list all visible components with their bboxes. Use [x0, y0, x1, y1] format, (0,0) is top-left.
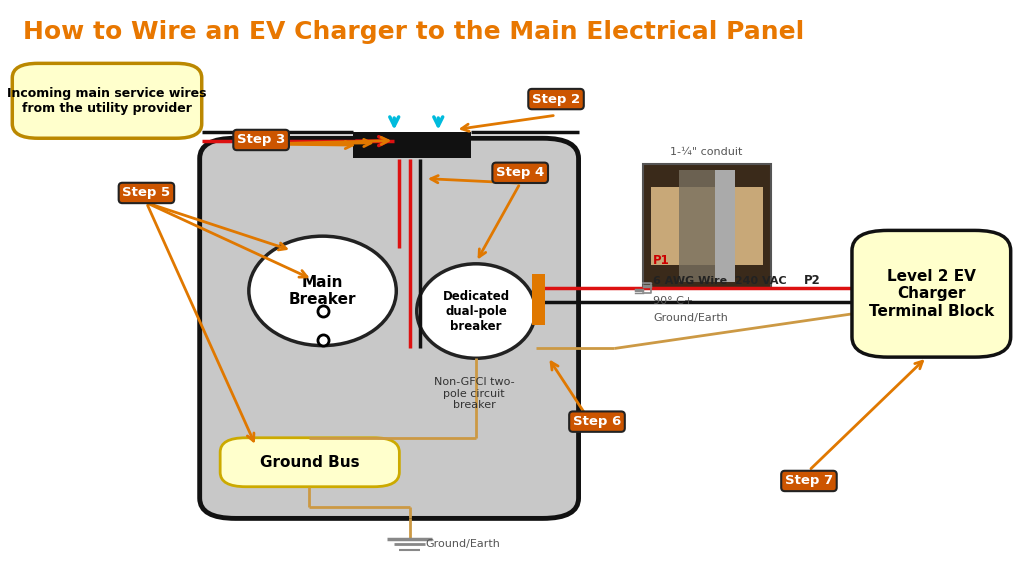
Text: 6 AWG Wire  240 VAC: 6 AWG Wire 240 VAC [653, 275, 786, 286]
Text: Step 4: Step 4 [496, 166, 545, 179]
Text: Step 7: Step 7 [785, 475, 833, 487]
Bar [353, 132, 471, 158]
Text: 1-¼" conduit: 1-¼" conduit [671, 147, 742, 157]
Bar [651, 187, 763, 265]
Bar [532, 274, 545, 325]
Text: How to Wire an EV Charger to the Main Electrical Panel: How to Wire an EV Charger to the Main El… [23, 20, 804, 44]
Ellipse shape [249, 236, 396, 346]
Text: Step 2: Step 2 [532, 93, 580, 105]
Text: Ground Bus: Ground Bus [260, 454, 359, 470]
Text: P2: P2 [804, 274, 820, 287]
Text: Dedicated
dual-pole
breaker: Dedicated dual-pole breaker [442, 290, 510, 332]
Text: P1: P1 [653, 254, 670, 267]
Text: Non-GFCI two-
pole circuit
breaker: Non-GFCI two- pole circuit breaker [434, 377, 514, 411]
FancyBboxPatch shape [852, 230, 1011, 357]
Text: Step 6: Step 6 [572, 415, 622, 428]
FancyBboxPatch shape [200, 138, 579, 518]
FancyBboxPatch shape [12, 63, 202, 138]
Bar [715, 170, 735, 282]
FancyBboxPatch shape [220, 438, 399, 487]
Text: Step 3: Step 3 [237, 134, 286, 146]
Text: Level 2 EV
Charger
Terminal Block: Level 2 EV Charger Terminal Block [868, 269, 994, 319]
Bar [679, 170, 735, 282]
Text: 90° C+: 90° C+ [653, 295, 693, 306]
Text: Incoming main service wires
from the utility provider: Incoming main service wires from the uti… [7, 87, 207, 115]
Text: Step 5: Step 5 [123, 187, 170, 199]
Text: Ground/Earth: Ground/Earth [425, 539, 500, 550]
Text: Main
Breaker: Main Breaker [289, 275, 356, 307]
Text: Ground/Earth: Ground/Earth [653, 313, 728, 323]
Bar [643, 164, 771, 288]
Ellipse shape [417, 264, 536, 358]
